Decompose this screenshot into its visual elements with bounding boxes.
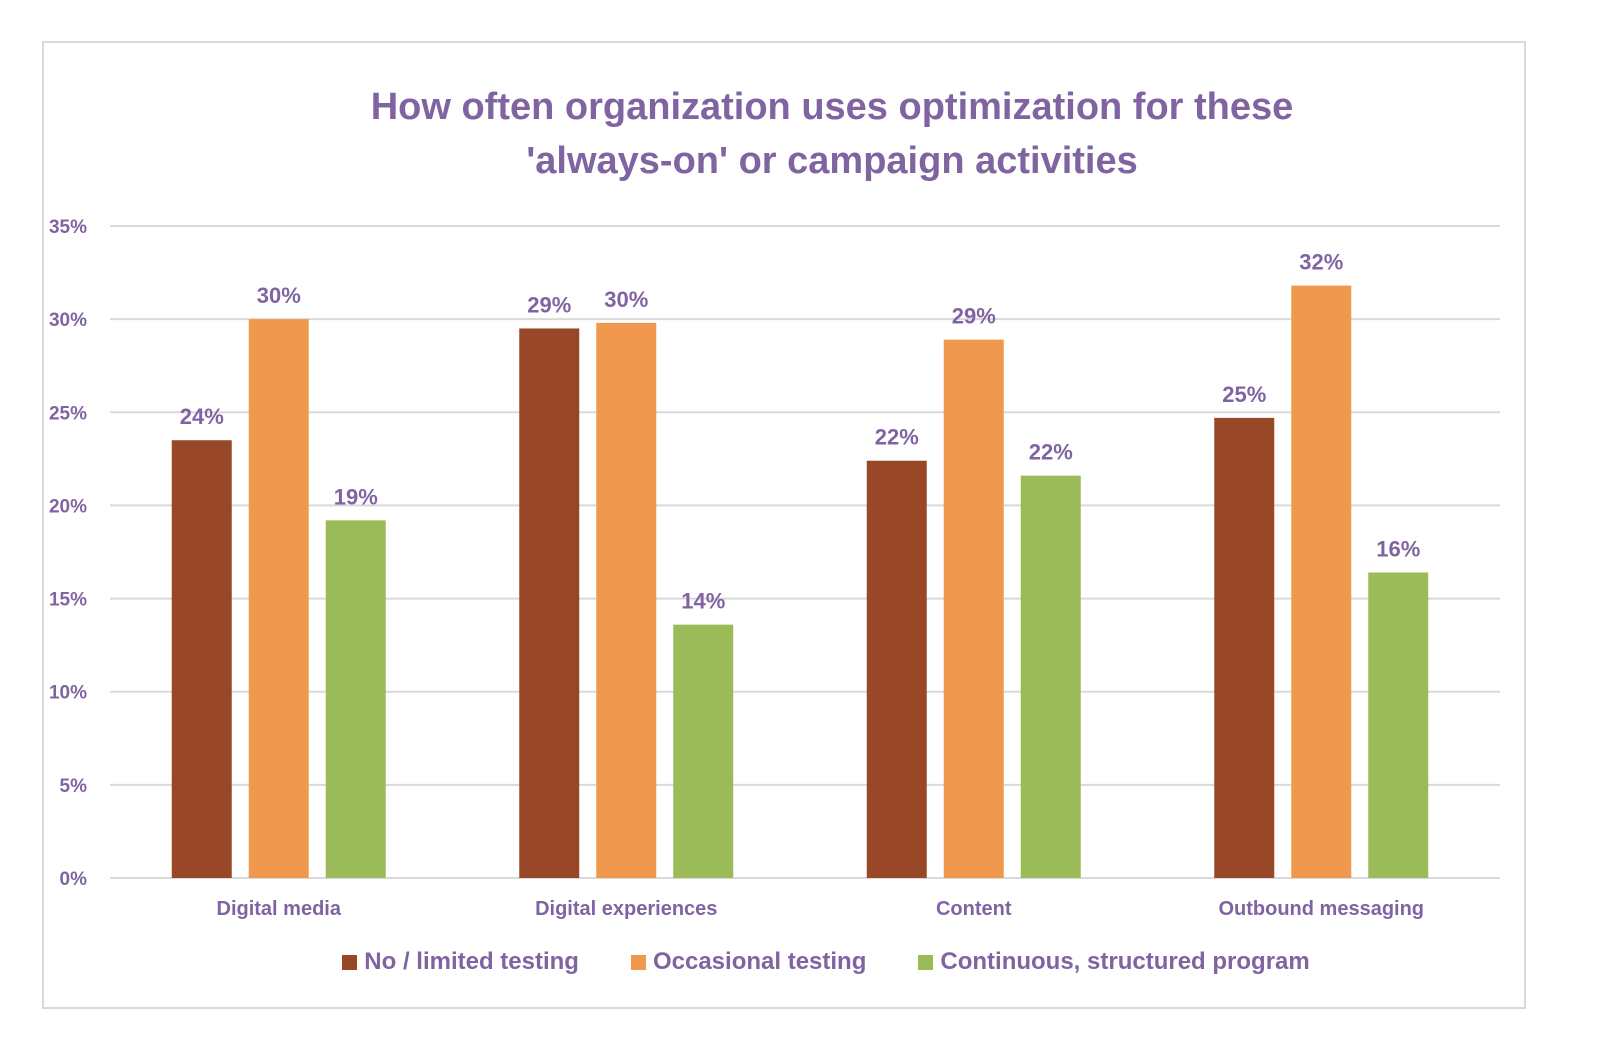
bar-digital-media-occasional-testing [248,319,309,879]
bar-digital-experiences-no-limited-testing [519,328,580,878]
legend-item-no-limited-testing: No / limited testing [342,948,579,976]
legend-item-occasional-testing: Occasional testing [630,948,867,976]
data-label-outbound-messaging-no-limited-testing: 25% [1222,382,1266,407]
y-tick-label-10: 10% [49,683,87,704]
legend-swatch-occasional-testing [630,954,646,970]
data-label-digital-experiences-continuous-structured-program: 14% [681,589,725,614]
bar-outbound-messaging-occasional-testing [1291,285,1352,878]
legend-label-continuous-program: Continuous, structured program [940,948,1310,975]
chart-title-line-1: How often organization uses optimization… [370,86,1294,128]
chart-title-line-2: 'always-on' or campaign activities [526,140,1138,182]
x-tick-label-digital-experiences: Digital experiences [535,898,717,920]
bar-content-continuous-structured-program [1020,475,1081,878]
legend-swatch-no-limited-testing [342,954,358,970]
data-label-content-no-limited-testing: 22% [875,425,919,450]
legend-item-continuous-program: Continuous, structured program [918,948,1310,976]
bar-outbound-messaging-continuous-structured-program [1368,572,1429,878]
y-tick-label-20: 20% [49,496,87,517]
legend-label-occasional-testing: Occasional testing [652,948,867,975]
data-label-digital-experiences-no-limited-testing: 29% [527,292,571,317]
legend-label-no-limited-testing: No / limited testing [364,948,579,975]
data-label-digital-media-continuous-structured-program: 19% [334,484,378,509]
bar-digital-experiences-continuous-structured-program [673,624,734,878]
x-tick-label-digital-media: Digital media [217,898,342,920]
bar-content-no-limited-testing [866,460,927,878]
data-label-content-continuous-structured-program: 22% [1029,440,1073,465]
y-tick-label-0: 0% [60,869,88,890]
data-label-outbound-messaging-continuous-structured-program: 16% [1376,536,1420,561]
data-label-digital-media-occasional-testing: 30% [257,283,301,308]
legend-swatch-continuous-program [918,954,934,970]
data-label-digital-media-no-limited-testing: 24% [180,404,224,429]
y-tick-label-25: 25% [49,403,87,424]
bar-outbound-messaging-no-limited-testing [1214,417,1275,878]
chart-title: How often organization uses optimization… [0,80,1600,188]
y-tick-label-35: 35% [49,217,87,238]
y-tick-label-30: 30% [49,310,87,331]
data-label-digital-experiences-occasional-testing: 30% [604,287,648,312]
legend: No / limited testing Occasional testing … [0,948,1600,976]
bar-content-occasional-testing [943,339,1004,878]
bar-digital-experiences-occasional-testing [596,322,657,879]
x-tick-label-outbound-messaging: Outbound messaging [1218,898,1424,920]
y-tick-label-5: 5% [60,776,88,797]
x-tick-label-content: Content [936,898,1012,920]
data-label-content-occasional-testing: 29% [952,304,996,329]
data-label-outbound-messaging-occasional-testing: 32% [1299,250,1343,275]
bar-digital-media-continuous-structured-program [325,520,386,878]
bar-digital-media-no-limited-testing [171,440,232,878]
y-tick-label-15: 15% [49,590,87,611]
